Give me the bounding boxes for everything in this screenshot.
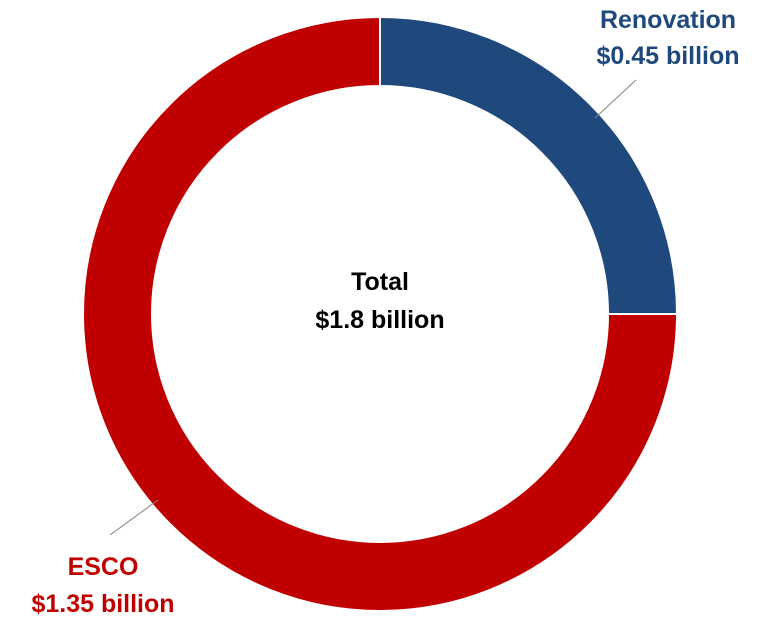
esco-value-label: $1.35 billion xyxy=(31,590,174,618)
center-total-value: $1.8 billion xyxy=(315,306,444,334)
slice-esco xyxy=(82,15,679,612)
esco-name-label: ESCO xyxy=(68,553,139,581)
donut-slices xyxy=(82,15,679,612)
renovation-leader-line xyxy=(594,79,637,119)
center-total-label: Total xyxy=(351,268,409,296)
esco-leader-line xyxy=(109,499,159,536)
renovation-name-label: Renovation xyxy=(600,6,736,34)
renovation-value-label: $0.45 billion xyxy=(596,42,739,70)
